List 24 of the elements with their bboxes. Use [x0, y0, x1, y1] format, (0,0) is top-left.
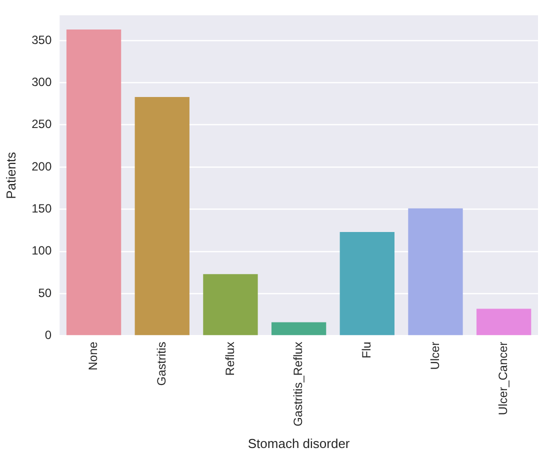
y-tick-label: 50 [38, 286, 52, 300]
bar [203, 274, 258, 336]
y-tick-label: 300 [32, 74, 52, 89]
x-tick-label: Gastritis [154, 342, 168, 386]
y-axis-title: Patients [3, 151, 18, 199]
bar [66, 30, 122, 336]
bar [340, 232, 394, 336]
x-tick-label: Ulcer_Cancer [496, 342, 510, 416]
y-tick-label: 0 [44, 328, 52, 342]
x-tick-label: Reflux [222, 342, 237, 376]
x-tick-label: None [86, 341, 100, 370]
bar [271, 322, 326, 336]
y-tick-label: 350 [32, 32, 52, 47]
y-tick-label: 100 [32, 244, 52, 258]
x-tick-label: Gastritis_Reflux [291, 342, 306, 426]
y-tick-label: 200 [32, 159, 52, 174]
x-axis-title: Stomach disorder [248, 436, 350, 451]
y-tick-label: 250 [32, 117, 52, 132]
bar [408, 208, 463, 336]
bar [476, 308, 532, 336]
x-tick-label: Ulcer [428, 342, 442, 370]
bar [134, 97, 190, 336]
y-tick-label: 150 [32, 202, 52, 216]
x-tick-label: Flu [359, 342, 374, 358]
